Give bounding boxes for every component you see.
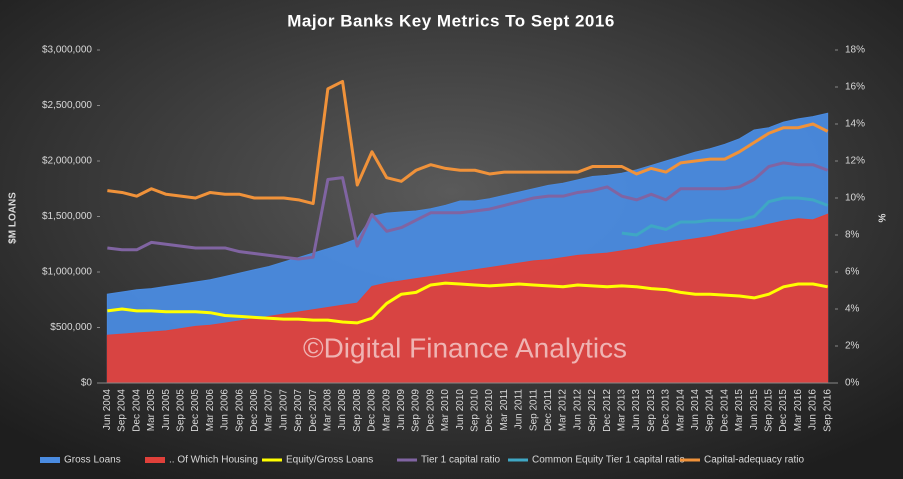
watermark: ©Digital Finance Analytics bbox=[303, 332, 627, 363]
legend-swatch bbox=[145, 457, 165, 463]
x-tick-label: Mar 2012 bbox=[558, 389, 569, 432]
x-tick-label: Dec 2009 bbox=[425, 389, 436, 432]
y-tick-label: $1,500,000 bbox=[42, 211, 92, 222]
x-tick-label: Jun 2008 bbox=[337, 389, 348, 431]
y-tick-label: $2,000,000 bbox=[42, 156, 92, 167]
x-tick-label: Sep 2011 bbox=[528, 389, 539, 432]
x-tick-label: Dec 2008 bbox=[367, 389, 378, 432]
x-tick-label: Dec 2012 bbox=[602, 389, 613, 432]
x-tick-label: Dec 2004 bbox=[131, 389, 142, 432]
x-tick-label: Jun 2015 bbox=[749, 389, 760, 431]
legend-label: Capital-adequacy ratio bbox=[704, 455, 804, 466]
x-tick-label: Dec 2006 bbox=[249, 389, 260, 432]
line bbox=[107, 79, 829, 206]
y2-tick-label: 12% bbox=[845, 156, 865, 167]
y2-tick-label: 4% bbox=[845, 304, 860, 315]
y-tick-label: $3,000,000 bbox=[42, 45, 92, 56]
area bbox=[106, 213, 829, 384]
x-tick-label: Jun 2005 bbox=[161, 389, 172, 431]
x-tick-label: Mar 2009 bbox=[381, 389, 392, 432]
line bbox=[107, 161, 829, 261]
chart-title: Major Banks Key Metrics To Sept 2016 bbox=[287, 11, 615, 30]
x-tick-label: Sep 2008 bbox=[352, 389, 363, 432]
x-tick-label: Mar 2008 bbox=[322, 389, 333, 432]
x-tick-label: Mar 2005 bbox=[146, 389, 157, 432]
y2-tick-label: 0% bbox=[845, 378, 860, 389]
x-tick-label: Sep 2014 bbox=[705, 389, 716, 432]
x-tick-label: Dec 2015 bbox=[778, 389, 789, 432]
x-tick-label: Mar 2013 bbox=[616, 389, 627, 432]
x-tick-label: Mar 2006 bbox=[205, 389, 216, 432]
y2-tick-label: 14% bbox=[845, 119, 865, 130]
y2-tick-label: 8% bbox=[845, 230, 860, 241]
x-tick-label: Jun 2014 bbox=[690, 389, 701, 431]
x-tick-label: Sep 2013 bbox=[646, 389, 657, 432]
y2-tick-label: 2% bbox=[845, 341, 860, 352]
x-tick-label: Mar 2016 bbox=[793, 389, 804, 432]
x-tick-label: Sep 2007 bbox=[293, 389, 304, 432]
y-tick-label: $500,000 bbox=[50, 322, 92, 333]
x-tick-label: Jun 2016 bbox=[808, 389, 819, 431]
y-tick-label: $2,500,000 bbox=[42, 100, 92, 111]
y2-tick-label: 18% bbox=[845, 45, 865, 56]
x-tick-label: Sep 2005 bbox=[175, 389, 186, 432]
x-tick-label: Jun 2006 bbox=[220, 389, 231, 431]
x-tick-label: Jun 2011 bbox=[514, 389, 525, 430]
x-tick-label: Mar 2011 bbox=[499, 389, 510, 431]
x-tick-label: Mar 2015 bbox=[734, 389, 745, 432]
legend-label: Tier 1 capital ratio bbox=[421, 455, 501, 466]
line bbox=[621, 196, 829, 237]
x-tick-label: Dec 2014 bbox=[719, 389, 730, 432]
legend-label: .. Of Which Housing bbox=[169, 455, 258, 466]
x-tick-label: Dec 2010 bbox=[484, 389, 495, 432]
x-tick-label: Mar 2014 bbox=[675, 389, 686, 432]
legend-swatch bbox=[40, 457, 60, 463]
y-tick-label: $0 bbox=[81, 378, 93, 389]
y2-tick-label: 16% bbox=[845, 82, 865, 93]
y-axis-title: $M LOANS bbox=[8, 192, 19, 244]
x-tick-label: Jun 2004 bbox=[102, 389, 113, 431]
x-tick-label: Sep 2006 bbox=[234, 389, 245, 432]
x-tick-label: Dec 2007 bbox=[308, 389, 319, 432]
x-tick-label: Mar 2010 bbox=[440, 389, 451, 432]
x-tick-label: Jun 2010 bbox=[455, 389, 466, 431]
y2-tick-label: 6% bbox=[845, 267, 860, 278]
y-tick-label: $1,000,000 bbox=[42, 267, 92, 278]
x-tick-label: Jun 2013 bbox=[631, 389, 642, 431]
legend-label: Gross Loans bbox=[64, 455, 121, 466]
x-tick-label: Dec 2005 bbox=[190, 389, 201, 432]
legend-label: Equity/Gross Loans bbox=[286, 455, 373, 466]
x-tick-label: Sep 2004 bbox=[117, 389, 128, 432]
x-tick-label: Sep 2009 bbox=[411, 389, 422, 432]
x-tick-label: Sep 2015 bbox=[763, 389, 774, 432]
x-tick-label: Jun 2012 bbox=[572, 389, 583, 431]
x-tick-label: Sep 2016 bbox=[822, 389, 833, 432]
x-tick-label: Dec 2011 bbox=[543, 389, 554, 432]
x-tick-label: Jun 2009 bbox=[396, 389, 407, 431]
x-tick-label: Sep 2012 bbox=[587, 389, 598, 432]
x-tick-label: Dec 2013 bbox=[661, 389, 672, 432]
line bbox=[107, 281, 828, 325]
x-tick-label: Mar 2007 bbox=[264, 389, 275, 432]
y2-tick-label: 10% bbox=[845, 193, 865, 204]
x-tick-label: Sep 2010 bbox=[469, 389, 480, 432]
x-tick-label: Jun 2007 bbox=[278, 389, 289, 431]
legend-label: Common Equity Tier 1 capital ratio bbox=[532, 455, 685, 466]
y2-axis-title: % bbox=[878, 213, 889, 222]
